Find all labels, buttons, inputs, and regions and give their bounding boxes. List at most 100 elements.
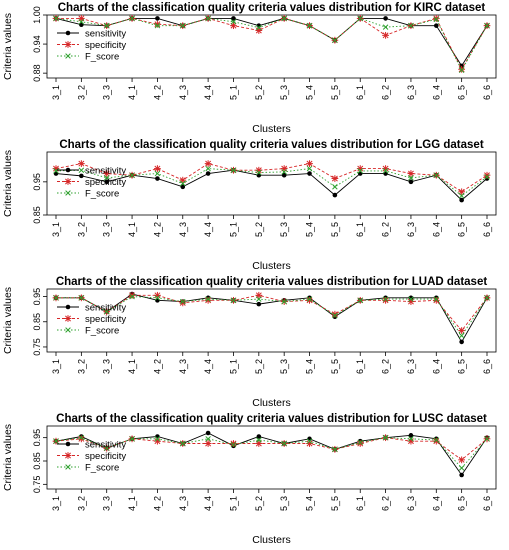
lusc-chart-svg: Charts of the classification quality cri…	[2, 413, 497, 546]
x-tick-label: 5_1	[228, 85, 238, 100]
point-f-score	[205, 165, 211, 172]
legend-label-sensitivity: sensitivity	[85, 302, 126, 313]
x-tick-label: 6_6	[482, 359, 492, 374]
point-sensitivity	[256, 434, 262, 439]
legend-label-sensitivity: sensitivity	[85, 28, 126, 39]
point-f-score	[205, 436, 211, 442]
point-sensitivity	[459, 197, 464, 203]
x-axis-label: Clusters	[252, 397, 291, 409]
point-f-score	[332, 312, 338, 319]
point-f-score	[458, 465, 465, 471]
y-tick-label: 0.75	[32, 338, 42, 356]
point-specificity	[230, 440, 237, 447]
x-tick-label: 6_5	[457, 359, 467, 374]
point-specificity	[382, 296, 389, 304]
point-f-score	[256, 24, 262, 31]
plot-frame	[46, 425, 497, 490]
point-f-score	[205, 296, 211, 302]
y-tick-label: 0.94	[32, 35, 42, 53]
legend-marker-f-score	[65, 327, 71, 333]
point-f-score	[103, 308, 110, 315]
point-specificity	[154, 165, 161, 172]
x-tick-label: 5_5	[330, 359, 340, 374]
point-f-score	[129, 293, 135, 300]
point-specificity	[230, 22, 237, 30]
x-tick-label: 5_3	[279, 496, 289, 511]
x-tick-label: 3_3	[102, 496, 112, 511]
y-tick-label: 0.85	[32, 313, 42, 331]
x-tick-label: 3_2	[76, 496, 86, 511]
x-tick-label: 5_4	[305, 496, 315, 511]
point-f-score	[306, 438, 313, 444]
point-f-score	[306, 296, 313, 302]
y-axis-label: Criteria values	[2, 150, 14, 217]
point-f-score	[230, 297, 237, 304]
x-tick-label: 5_4	[305, 222, 315, 237]
series-line-specificity	[55, 163, 488, 193]
y-tick-label: 0.95	[32, 173, 42, 191]
legend-label-specificity: specificity	[85, 40, 126, 51]
x-tick-label: 5_2	[254, 496, 264, 511]
point-f-score	[256, 169, 262, 176]
point-specificity	[77, 160, 85, 167]
y-tick-label: 1.00	[32, 6, 42, 24]
x-tick-label: 4_1	[127, 496, 137, 511]
series-line-sensitivity	[56, 293, 488, 343]
legend-marker-sensitivity	[65, 30, 71, 36]
x-tick-label: 4_2	[152, 85, 162, 100]
y-tick-label: 0.95	[32, 288, 42, 306]
chart-title: Charts of the classification quality cri…	[58, 2, 486, 14]
chart-title: Charts of the classification quality cri…	[56, 413, 487, 425]
legend-marker-specificity	[64, 452, 72, 459]
series-line-f-score	[55, 437, 488, 469]
point-f-score	[281, 169, 287, 175]
x-tick-label: 4_1	[127, 85, 137, 100]
point-f-score	[281, 298, 287, 305]
point-f-score	[332, 184, 338, 190]
x-tick-label: 6_6	[482, 85, 492, 100]
point-f-score	[484, 436, 490, 442]
x-tick-label: 3_2	[76, 85, 86, 100]
x-tick-label: 4_4	[203, 496, 213, 511]
point-f-score	[382, 24, 389, 30]
luad-chart-svg: Charts of the classification quality cri…	[2, 276, 497, 409]
point-f-score	[281, 15, 287, 22]
x-tick-label: 5_4	[305, 85, 315, 100]
x-axis-label: Clusters	[252, 123, 291, 135]
x-tick-label: 5_3	[279, 222, 289, 237]
x-tick-label: 6_1	[355, 222, 365, 237]
point-f-score	[53, 15, 59, 22]
x-tick-label: 3_3	[102, 222, 112, 237]
point-specificity	[204, 440, 212, 447]
y-tick-label: 0.88	[32, 64, 42, 82]
x-tick-label: 4_3	[178, 496, 188, 511]
point-specificity	[179, 299, 187, 307]
chart-title: Charts of the classification quality cri…	[59, 139, 483, 151]
x-tick-label: 4_3	[178, 359, 188, 374]
point-specificity	[103, 170, 111, 177]
point-f-score	[433, 296, 440, 302]
legend-label-f-score: F_score	[85, 325, 119, 336]
point-f-score	[458, 67, 465, 73]
series-line-sensitivity	[55, 432, 488, 476]
x-tick-label: 6_3	[406, 85, 416, 100]
point-specificity	[483, 171, 491, 179]
x-axis-label: Clusters	[252, 534, 291, 546]
lusc-chart-panel: Charts of the classification quality cri…	[0, 411, 509, 548]
x-tick-label: 6_6	[482, 496, 492, 511]
x-tick-label: 5_3	[279, 359, 289, 374]
legend-label-sensitivity: sensitivity	[85, 439, 126, 450]
x-tick-label: 4_4	[203, 85, 213, 100]
point-sensitivity	[459, 339, 464, 345]
point-f-score	[129, 436, 135, 442]
legend-label-sensitivity: sensitivity	[85, 165, 126, 176]
point-f-score	[78, 295, 85, 301]
point-sensitivity	[332, 192, 338, 198]
x-tick-label: 5_5	[330, 222, 340, 237]
point-f-score	[78, 19, 85, 25]
x-tick-label: 6_5	[457, 222, 467, 237]
legend-label-specificity: specificity	[85, 451, 126, 462]
plot-frame	[46, 14, 497, 79]
x-tick-label: 5_2	[254, 85, 264, 100]
point-f-score	[484, 295, 490, 301]
